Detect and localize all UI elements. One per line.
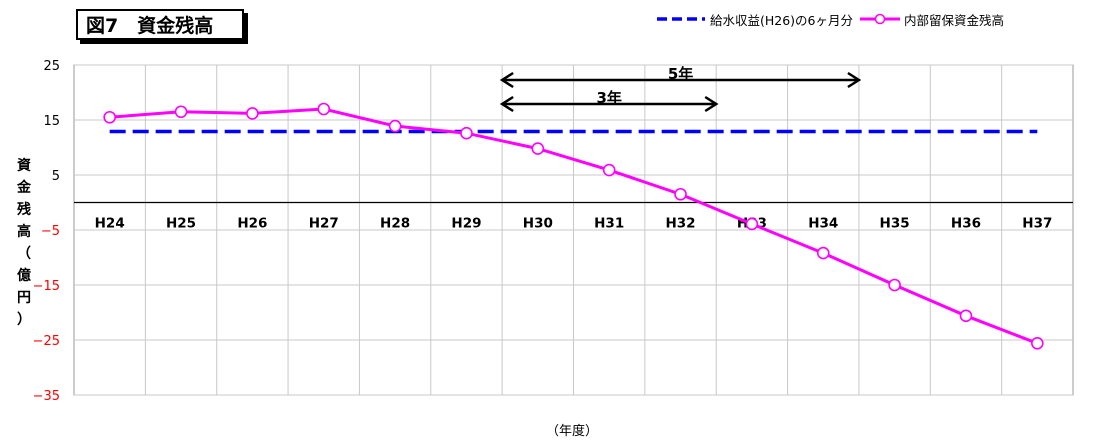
y-label-char: 残 bbox=[17, 201, 31, 218]
y-tick-label: 25 bbox=[43, 59, 60, 74]
legend-item-revenue: 給水収益(H26)の6ヶ月分 bbox=[655, 10, 853, 29]
data-point bbox=[174, 105, 188, 119]
x-tick-label: H26 bbox=[237, 216, 267, 232]
series-layer bbox=[103, 102, 1044, 350]
y-tick-label: 15 bbox=[43, 114, 60, 129]
x-tick-label: H25 bbox=[166, 216, 196, 232]
legend-label-reserve: 内部留保資金残高 bbox=[904, 12, 1005, 28]
gridlines bbox=[74, 64, 1073, 396]
x-tick-label: H31 bbox=[594, 216, 624, 232]
y-label-char: （ bbox=[17, 246, 31, 262]
x-tick-label: H36 bbox=[951, 216, 981, 232]
data-point bbox=[602, 163, 616, 177]
data-point bbox=[959, 309, 973, 323]
data-point bbox=[103, 110, 116, 124]
y-axis-label: 資金残高 （ 億円 ） bbox=[16, 157, 32, 328]
y-tick-label: −5 bbox=[41, 224, 60, 239]
data-point bbox=[1031, 336, 1044, 350]
y-label-char: 資 bbox=[17, 157, 31, 174]
annotation-label: 3年 bbox=[596, 89, 621, 107]
x-tick-label: H29 bbox=[451, 216, 481, 232]
y-label-char: 円 bbox=[17, 290, 31, 306]
data-point bbox=[388, 119, 402, 133]
y-label-char: 高 bbox=[17, 223, 31, 240]
annotation-arrowhead-right bbox=[704, 95, 719, 113]
y-tick-labels: 25 15 5 −5 −15 −25 −35 bbox=[33, 59, 60, 404]
x-axis-label: （年度） bbox=[546, 423, 598, 439]
data-point bbox=[246, 107, 259, 120]
legend-label-revenue: 給水収益(H26)の6ヶ月分 bbox=[710, 12, 854, 28]
annotations-layer: 5年 3年 bbox=[499, 65, 862, 113]
annotation-arrowhead-left bbox=[499, 71, 514, 89]
y-label-char: 金 bbox=[16, 179, 32, 196]
y-tick-label: 5 bbox=[52, 169, 60, 184]
y-label-char: 億 bbox=[17, 267, 31, 284]
x-tick-label: H30 bbox=[523, 216, 553, 232]
data-point bbox=[888, 278, 901, 292]
y-tick-label: −25 bbox=[33, 334, 60, 349]
y-tick-label: −15 bbox=[33, 279, 60, 294]
annotation-arrowhead-right bbox=[847, 71, 862, 89]
y-tick-label: −35 bbox=[33, 389, 60, 404]
legend-swatch-dashed bbox=[657, 17, 705, 21]
legend-swatch-line-marker bbox=[860, 13, 901, 25]
x-tick-label: H27 bbox=[309, 216, 339, 232]
chart-title: 図7 資金残高 bbox=[76, 9, 244, 40]
data-point bbox=[674, 187, 687, 201]
x-tick-label: H35 bbox=[880, 216, 910, 232]
x-tick-label: H28 bbox=[380, 216, 410, 232]
data-point bbox=[816, 246, 830, 260]
y-label-char: ） bbox=[17, 312, 31, 328]
data-point bbox=[460, 126, 473, 140]
annotation-arrowhead-left bbox=[499, 95, 514, 113]
x-tick-label: H34 bbox=[808, 216, 838, 232]
series-line-reserve bbox=[109, 107, 1038, 345]
data-point bbox=[531, 142, 545, 155]
x-tick-label: H24 bbox=[95, 216, 125, 232]
x-tick-label: H37 bbox=[1022, 216, 1052, 232]
x-tick-label: H32 bbox=[665, 216, 695, 232]
data-point bbox=[317, 102, 331, 116]
annotation-label: 5年 bbox=[668, 65, 693, 83]
legend: 給水収益(H26)の6ヶ月分 内部留保資金残高 bbox=[655, 10, 1004, 28]
data-point bbox=[745, 217, 759, 231]
legend-item-reserve: 内部留保資金残高 bbox=[859, 10, 1004, 29]
